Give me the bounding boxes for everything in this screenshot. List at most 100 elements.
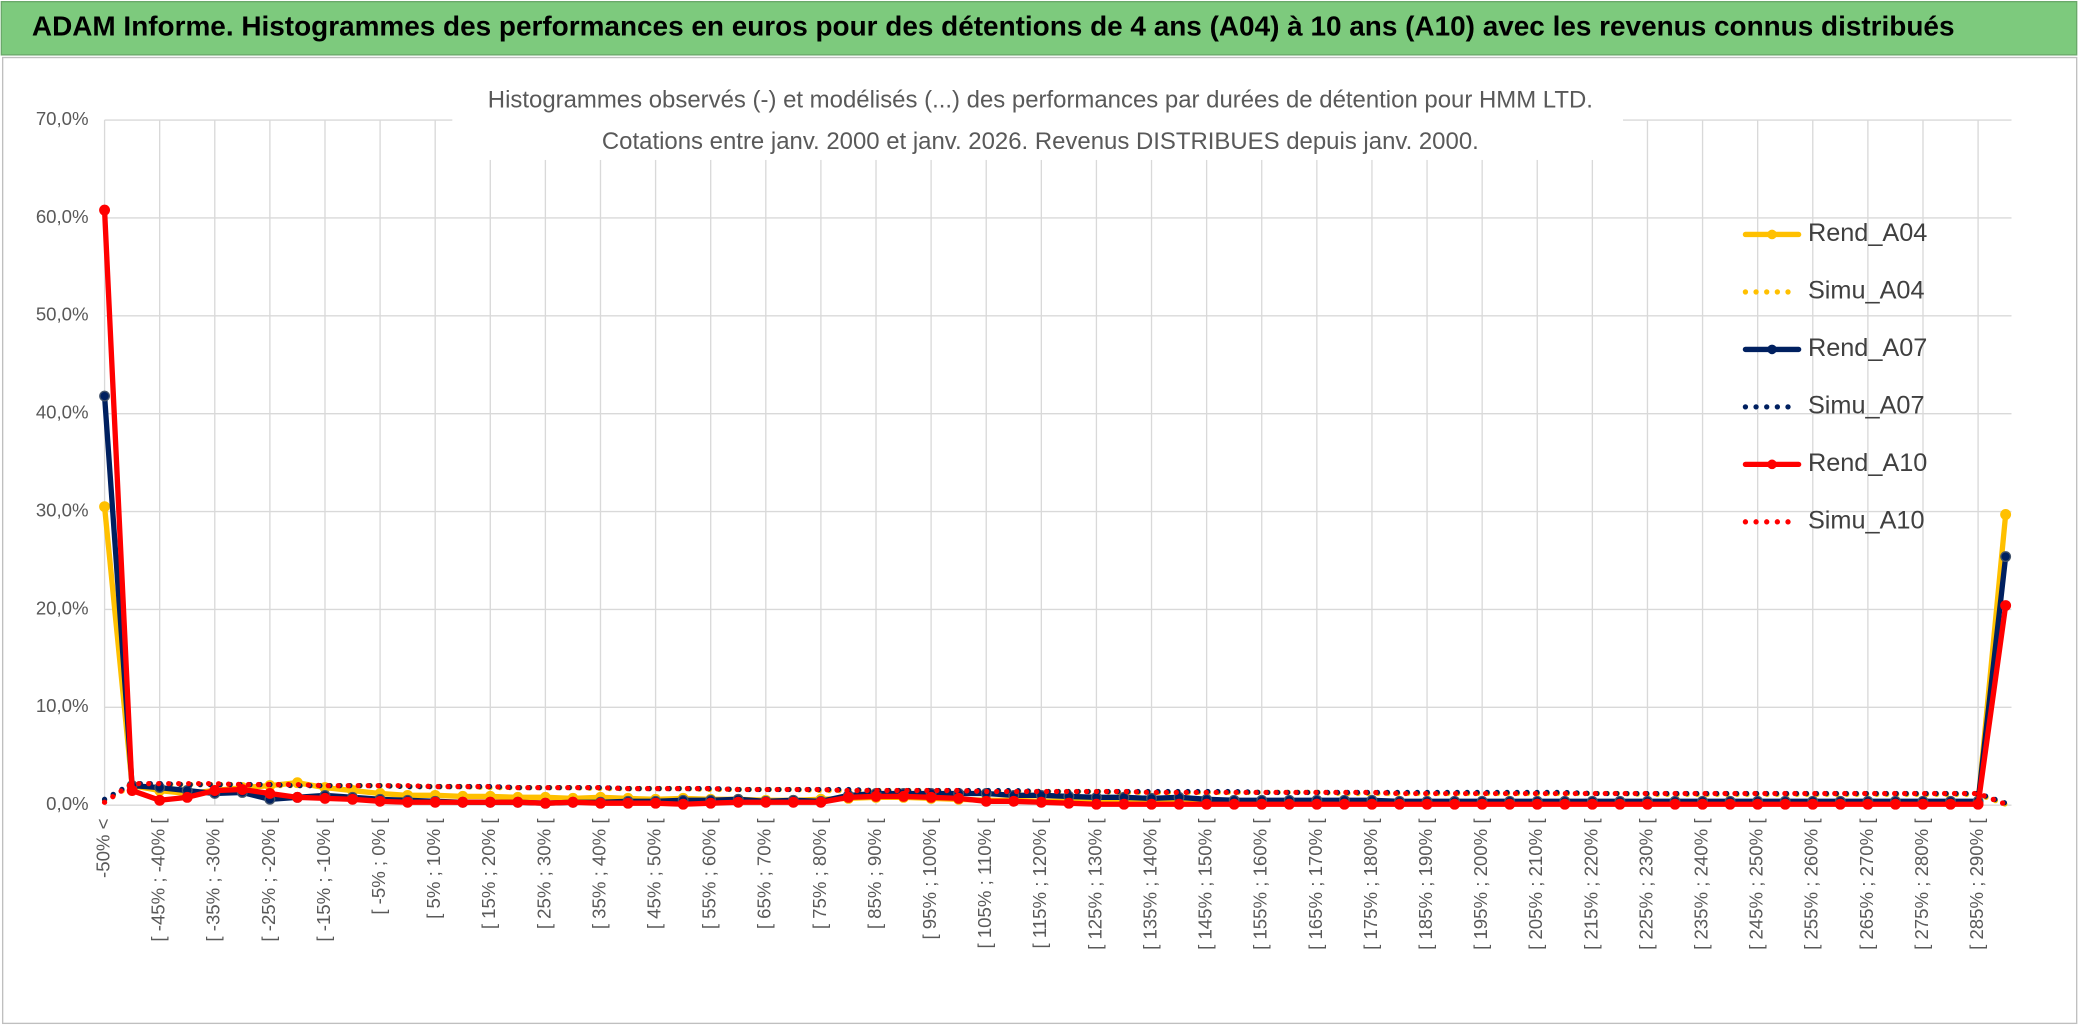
y-tick-label: 60,0% bbox=[36, 206, 89, 227]
series-marker bbox=[1614, 798, 1626, 810]
series-marker bbox=[1972, 798, 1984, 810]
series-line bbox=[101, 207, 2009, 807]
series-marker bbox=[1889, 798, 1901, 810]
series-marker bbox=[1090, 798, 1102, 810]
series-marker bbox=[1834, 798, 1846, 810]
series-marker bbox=[622, 797, 634, 809]
series-marker bbox=[1724, 798, 1736, 810]
legend-marker bbox=[1767, 459, 1777, 470]
x-tick-label: [ 155% ; 160% [ bbox=[1250, 818, 1271, 950]
series-marker bbox=[2000, 600, 2012, 611]
series-marker bbox=[953, 792, 965, 804]
series-marker bbox=[1201, 798, 1213, 810]
x-tick-label: [ 35% ; 40% [ bbox=[588, 818, 609, 930]
series-marker bbox=[1449, 798, 1461, 810]
series-marker bbox=[374, 795, 386, 807]
x-tick-label: [ 25% ; 30% [ bbox=[533, 818, 554, 930]
series-marker bbox=[1283, 798, 1295, 810]
series-marker bbox=[1779, 798, 1791, 810]
x-tick-label: [ -25% ; -20% [ bbox=[258, 818, 279, 942]
series-marker bbox=[1256, 798, 1268, 810]
series-marker bbox=[1063, 797, 1075, 809]
series-marker bbox=[595, 797, 606, 809]
series-marker bbox=[484, 796, 496, 808]
series-marker bbox=[1421, 798, 1433, 810]
x-tick-label: [ -45% ; -40% [ bbox=[148, 818, 169, 942]
x-tick-label: [ 125% ; 130% [ bbox=[1084, 818, 1105, 950]
series-marker bbox=[1008, 795, 1020, 807]
series-marker bbox=[99, 501, 111, 513]
series-marker bbox=[264, 787, 276, 799]
series-marker bbox=[1697, 798, 1709, 810]
x-tick-label: [ 235% ; 240% [ bbox=[1690, 818, 1711, 950]
series-marker bbox=[347, 793, 358, 805]
series-marker bbox=[1228, 798, 1240, 810]
series-marker bbox=[843, 791, 854, 803]
series-marker bbox=[898, 790, 910, 802]
x-tick-label: [ 175% ; 180% [ bbox=[1360, 818, 1381, 950]
series-marker bbox=[650, 797, 662, 809]
x-tick-label: [ 215% ; 220% [ bbox=[1580, 818, 1601, 950]
series-marker bbox=[1669, 798, 1681, 810]
legend-marker bbox=[1767, 229, 1777, 240]
series-marker bbox=[99, 390, 111, 402]
y-tick-label: 20,0% bbox=[36, 597, 89, 618]
series-marker bbox=[1476, 798, 1488, 810]
x-tick-label: [ 285% ; 290% [ bbox=[1966, 818, 1987, 950]
series-marker bbox=[539, 797, 551, 809]
x-tick-label: [ 75% ; 80% [ bbox=[809, 818, 830, 930]
series-marker bbox=[980, 795, 992, 807]
y-tick-label: 0,0% bbox=[46, 793, 88, 814]
series-marker bbox=[567, 796, 579, 808]
x-tick-label: [ 15% ; 20% [ bbox=[478, 818, 499, 930]
legend-marker bbox=[1767, 344, 1777, 355]
legend-label: Simu_A07 bbox=[1808, 392, 1925, 420]
series-marker bbox=[2000, 509, 2012, 520]
series-marker bbox=[209, 785, 221, 796]
series-marker bbox=[1118, 798, 1130, 810]
x-tick-label: [ -35% ; -30% [ bbox=[203, 818, 224, 942]
legend-label: Simu_A04 bbox=[1808, 277, 1925, 305]
chart-frame bbox=[1, 56, 2078, 1025]
series-marker bbox=[154, 794, 166, 806]
y-tick-label: 50,0% bbox=[36, 304, 89, 325]
x-tick-label: [ 165% ; 170% [ bbox=[1305, 818, 1326, 950]
series-marker bbox=[1338, 798, 1350, 810]
series-marker bbox=[1366, 798, 1378, 810]
series-marker bbox=[1394, 798, 1405, 810]
x-tick-label: [ 245% ; 250% [ bbox=[1746, 818, 1767, 950]
header-title: ADAM Informe. Histogrammes des performan… bbox=[32, 11, 1955, 42]
series-marker bbox=[1146, 798, 1157, 810]
legend-label: Rend_A04 bbox=[1808, 219, 1927, 247]
x-tick-label: [ 195% ; 200% [ bbox=[1470, 818, 1491, 950]
series-marker bbox=[236, 784, 248, 795]
series-marker bbox=[2000, 551, 2012, 563]
x-tick-label: [ 275% ; 280% [ bbox=[1911, 818, 1932, 950]
series-marker bbox=[1531, 798, 1543, 810]
series-marker bbox=[787, 796, 799, 808]
x-tick-label: [ 95% ; 100% [ bbox=[919, 818, 940, 940]
series-marker bbox=[1586, 798, 1598, 810]
plot bbox=[99, 204, 2012, 810]
y-tick-label: 40,0% bbox=[36, 402, 89, 423]
legend: Rend_A04 Simu_A04 Rend_A07 Simu_A07 Rend_A10… bbox=[1742, 219, 1927, 534]
series-marker bbox=[99, 204, 111, 216]
series-marker bbox=[1035, 796, 1047, 808]
x-tick-label: [ 105% ; 110% [ bbox=[974, 818, 995, 949]
chart-title: Histogrammes observés (-) et modélisés (… bbox=[488, 87, 1593, 114]
series-marker bbox=[1752, 798, 1764, 810]
series-marker bbox=[1559, 798, 1571, 810]
series-marker bbox=[1173, 798, 1185, 810]
x-tick-label: [ 255% ; 260% [ bbox=[1801, 818, 1822, 950]
legend-label: Rend_A07 bbox=[1808, 334, 1927, 362]
x-tick-label: [ 55% ; 60% [ bbox=[699, 818, 720, 930]
series-marker bbox=[1807, 798, 1819, 810]
header-bar bbox=[0, 0, 2078, 56]
series-marker bbox=[732, 796, 744, 808]
x-tick-label: [ 45% ; 50% [ bbox=[644, 818, 665, 930]
series-marker bbox=[429, 796, 441, 808]
x-tick-label: [ 135% ; 140% [ bbox=[1139, 818, 1160, 950]
x-tick-label: [ 145% ; 150% [ bbox=[1195, 818, 1216, 950]
